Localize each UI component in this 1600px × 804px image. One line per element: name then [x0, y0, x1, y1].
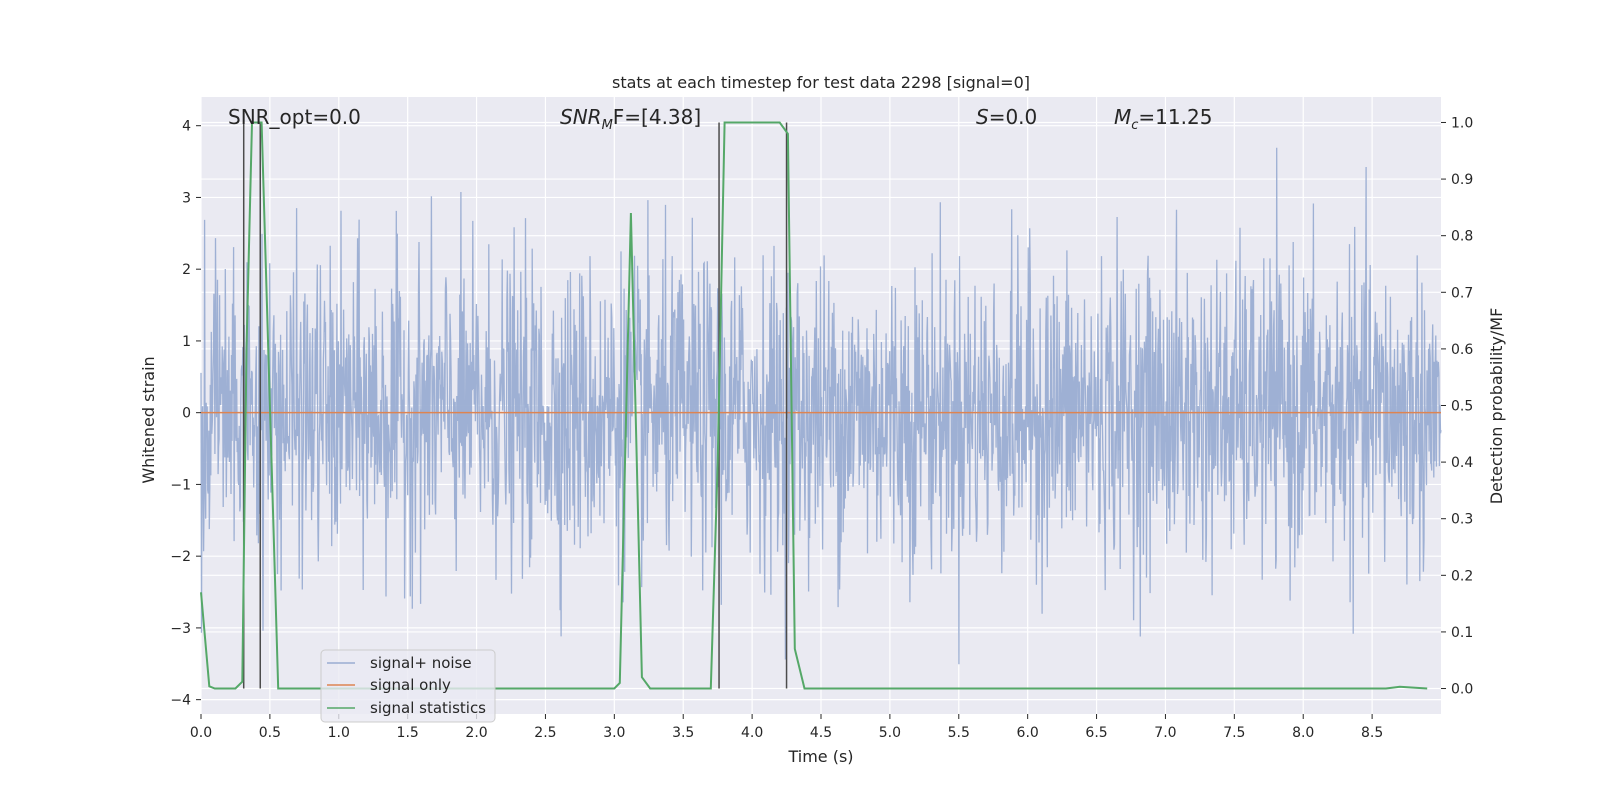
y-left-tick-label: 4: [182, 119, 191, 135]
s-label: S: [976, 105, 989, 129]
legend-label-signal-statistics: signal statistics: [370, 699, 486, 717]
y-right-tick-label: 0.3: [1451, 512, 1473, 528]
x-tick-label: 0.5: [259, 725, 281, 741]
snr-mf-suffix: F=[4.38]: [613, 105, 701, 129]
x-tick-label: 3.5: [672, 725, 694, 741]
x-tick-label: 8.0: [1292, 725, 1314, 741]
signal-statistics-line: [200, 121, 1428, 690]
x-tick-label: 4.5: [810, 725, 832, 741]
series-signal-noise: [200, 147, 1442, 665]
x-axis-label: Time (s): [787, 747, 853, 766]
x-tick-label: 5.5: [948, 725, 970, 741]
y-left-tick-label: −1: [170, 477, 191, 493]
x-tick-label: 7.0: [1154, 725, 1176, 741]
x-tick-label: 6.5: [1085, 725, 1107, 741]
axis-ticks: 0.0 0.5 1.0 1.5 2.0 2.5 3.0 3.5 4.0 4.5 5.0 5.5 6.0 6…: [170, 115, 1473, 741]
y-right-tick-label: 0.8: [1451, 229, 1473, 245]
y-right-tick-label: 0.9: [1451, 172, 1473, 188]
snr-mf-prefix: SNR: [560, 105, 602, 129]
y-right-tick-label: 0.5: [1451, 399, 1473, 415]
x-tick-label: 2.0: [465, 725, 487, 741]
signal-noise-line: [200, 147, 1442, 665]
y-left-tick-label: −2: [170, 549, 191, 565]
y-right-tick-label: 0.2: [1451, 568, 1473, 584]
mc-value: =11.25: [1138, 105, 1212, 129]
series-signal-statistics: [200, 121, 1428, 690]
y-left-tick-label: 1: [182, 334, 191, 350]
x-tick-label: 2.5: [534, 725, 556, 741]
legend-box: [320, 649, 496, 723]
s-value: =0.0: [989, 105, 1038, 129]
mc-label: M: [1114, 105, 1131, 129]
y-right-tick-label: 0.0: [1451, 682, 1473, 698]
annotation-snr-mf: SNRMF=[4.38]: [560, 105, 701, 133]
annotation-mc: Mc=11.25: [1114, 105, 1212, 133]
annotation-s: S=0.0: [976, 105, 1037, 129]
mc-sub: c: [1131, 118, 1138, 133]
x-tick-label: 6.0: [1017, 725, 1039, 741]
y-right-tick-label: 0.6: [1451, 342, 1473, 358]
y-right-tick-label: 0.7: [1451, 285, 1473, 301]
x-tick-label: 3.0: [603, 725, 625, 741]
y-left-tick-label: 0: [182, 406, 191, 422]
y-axis-right-label: Detection probability/MF: [1487, 308, 1506, 505]
x-tick-label: 7.5: [1223, 725, 1245, 741]
y-left-tick-label: 2: [182, 262, 191, 278]
y-right-tick-label: 0.4: [1451, 455, 1473, 471]
legend-label-signal-noise: signal+ noise: [370, 654, 472, 672]
x-tick-label: 1.5: [397, 725, 419, 741]
legend: signal+ noise signal only signal statist…: [320, 649, 496, 723]
annotation-snr-opt: SNR_opt=0.0: [228, 105, 361, 129]
y-left-tick-label: −3: [170, 621, 191, 637]
x-tick-label: 0.0: [190, 725, 212, 741]
snr-mf-sub: M: [602, 118, 613, 133]
chart-title: stats at each timestep for test data 229…: [612, 73, 1030, 92]
x-tick-label: 4.0: [741, 725, 763, 741]
x-tick-label: 8.5: [1361, 725, 1383, 741]
y-right-tick-label: 1.0: [1451, 115, 1473, 131]
x-tick-label: 5.0: [879, 725, 901, 741]
y-right-tick-label: 0.1: [1451, 625, 1473, 641]
y-left-tick-label: −4: [170, 693, 191, 709]
y-left-tick-label: 3: [182, 190, 191, 206]
legend-label-signal-only: signal only: [370, 676, 451, 694]
y-axis-left-label: Whitened strain: [139, 356, 158, 483]
x-tick-label: 1.0: [328, 725, 350, 741]
